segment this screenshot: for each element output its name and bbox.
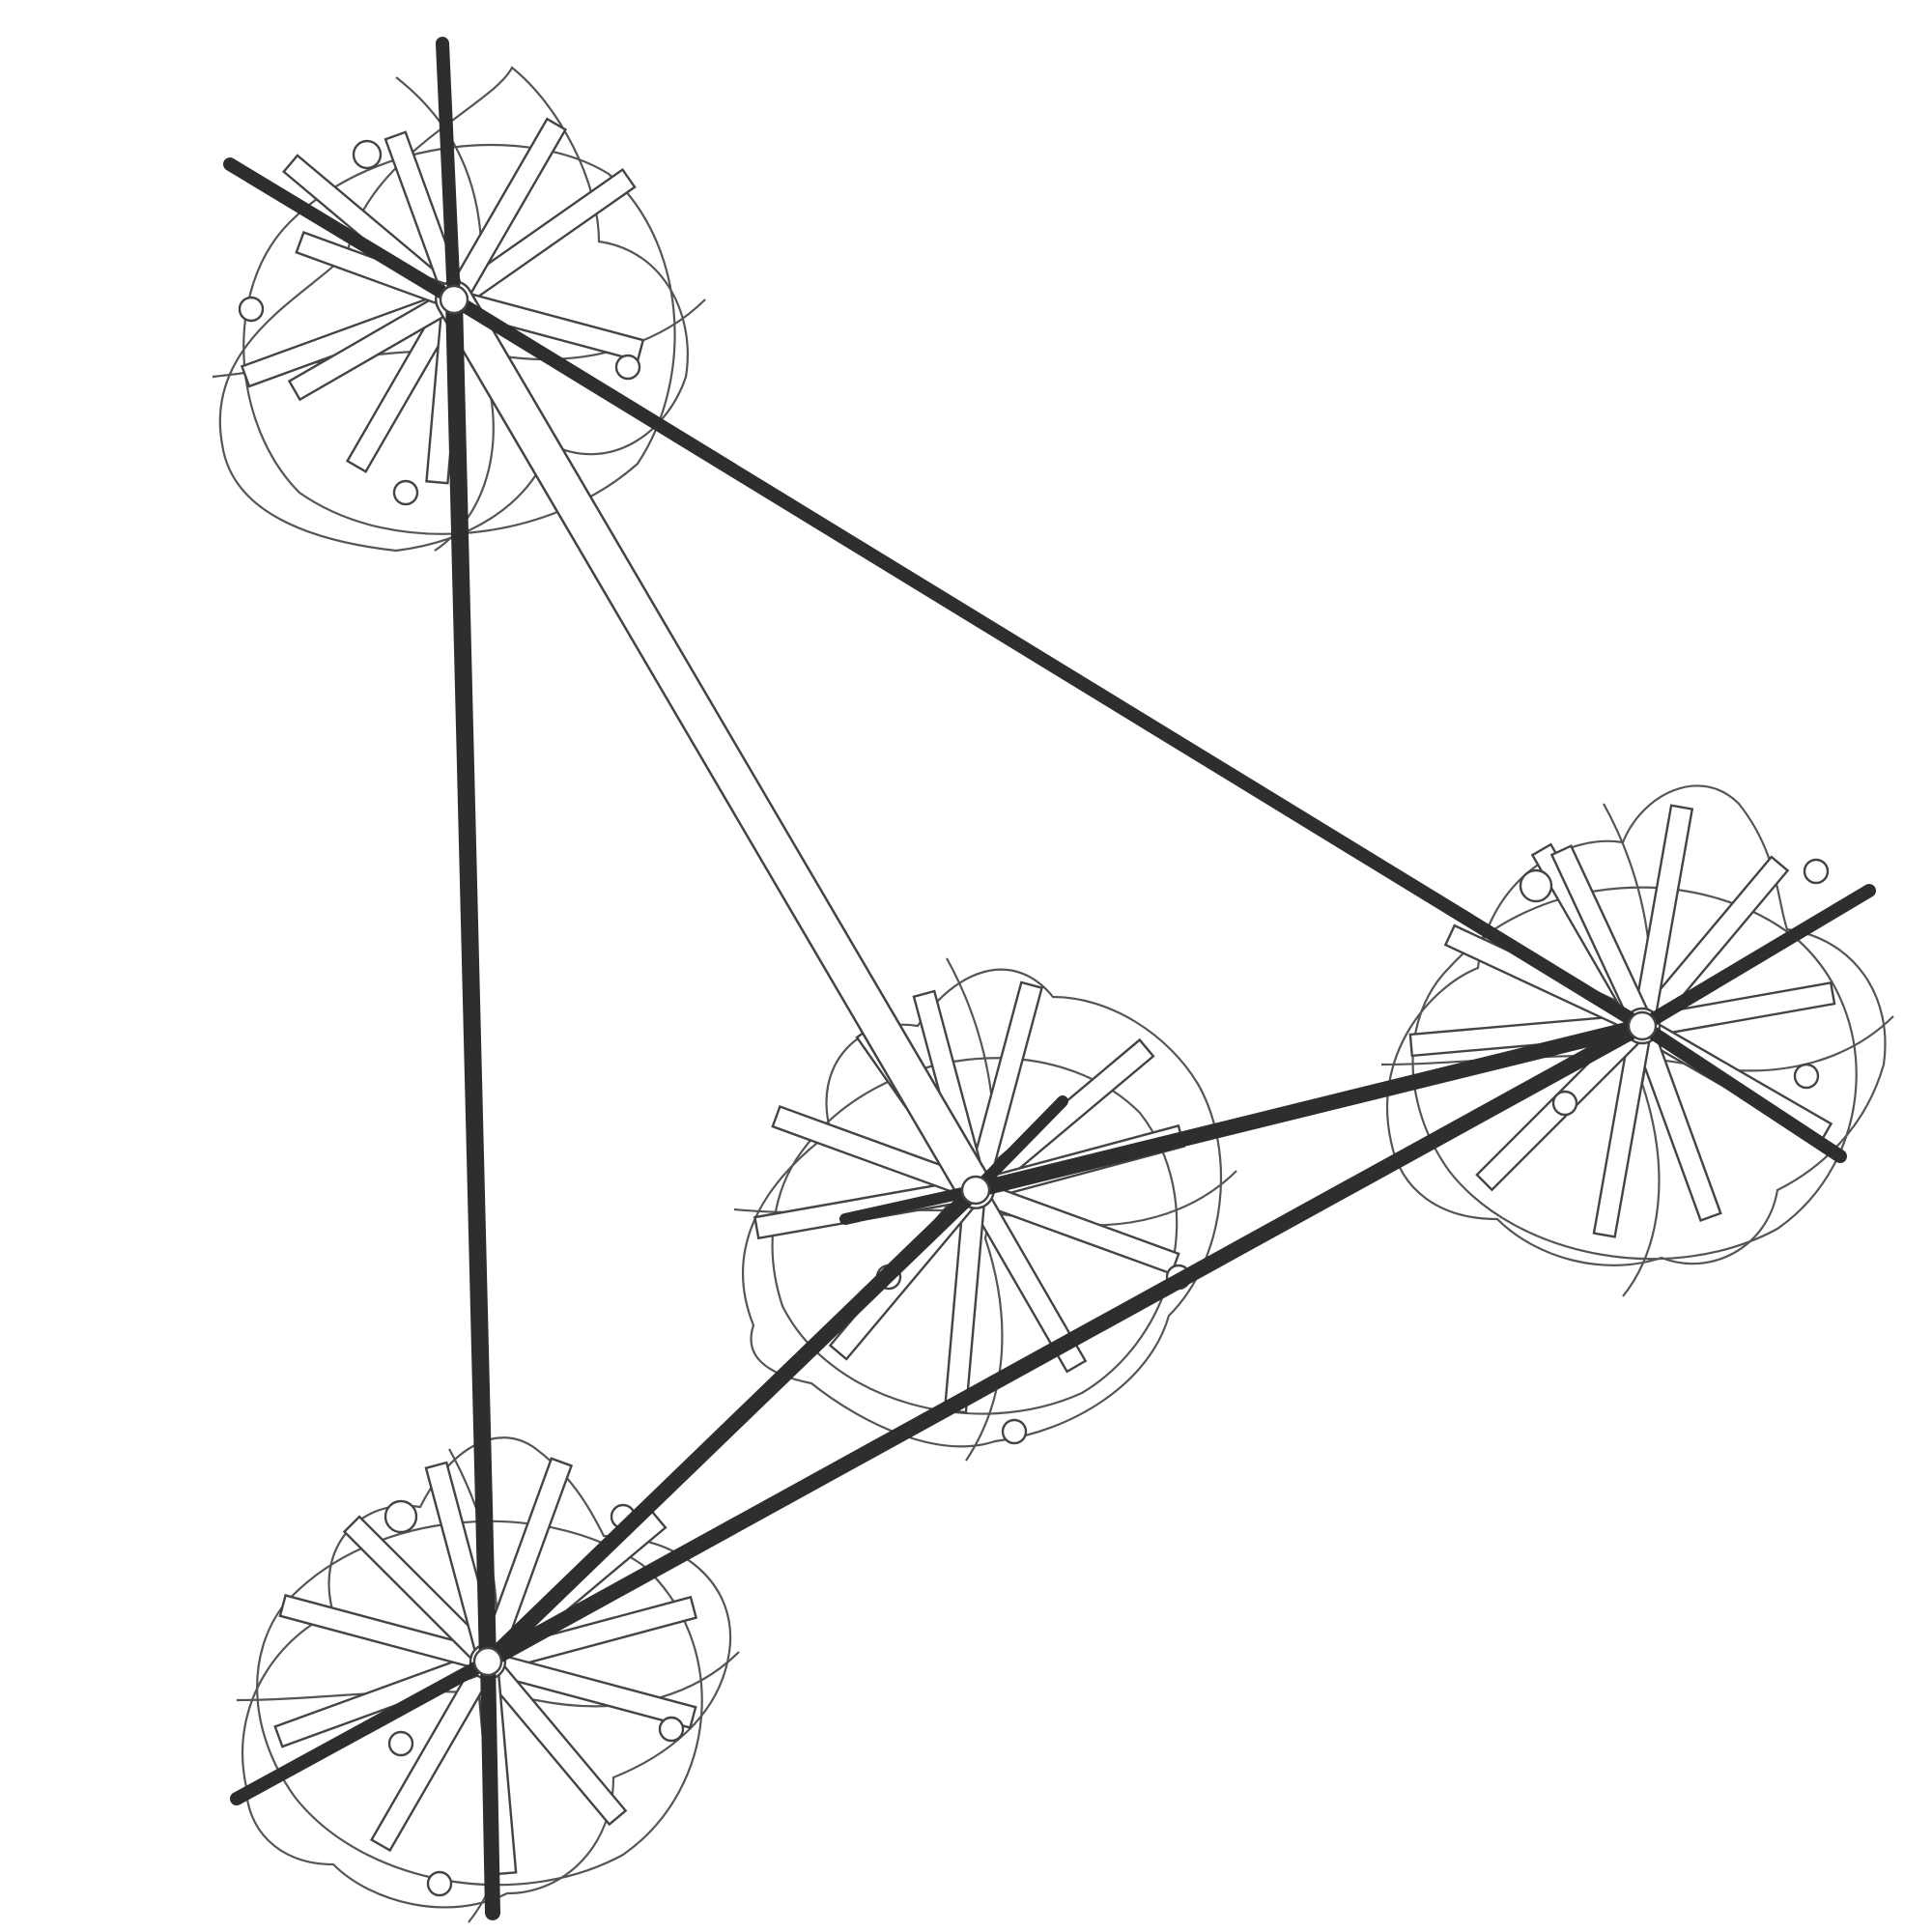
tube-end-cap <box>1519 868 1553 903</box>
hub-cap-top-left <box>439 284 469 315</box>
tube-end-cap <box>392 479 419 506</box>
tube-end-cap <box>426 1870 453 1897</box>
rod-extension-top <box>436 37 461 306</box>
tube-end-cap <box>238 296 265 323</box>
rod-extension-bottom-left <box>230 1655 495 1805</box>
tube-end-cap <box>1793 1063 1820 1090</box>
rod-top-left-to-center <box>437 282 993 1208</box>
hub-cap-center <box>960 1175 991 1206</box>
rod-top-left-to-bottom-left <box>445 291 497 1670</box>
tube-end-cap <box>384 1499 418 1534</box>
tube-end-cap <box>1001 1418 1028 1445</box>
rod-extension-right-upper <box>1635 884 1876 1033</box>
rod-bottom-left-to-right <box>480 1018 1650 1669</box>
hub-cap-bottom-left <box>472 1646 503 1677</box>
rod-stub-center-right <box>970 1095 1068 1196</box>
tube-end-cap <box>658 1716 685 1743</box>
rod-extension-top-left <box>223 157 461 306</box>
tube-end-cap <box>1551 1090 1578 1117</box>
node-cluster-top-left <box>212 66 706 553</box>
tube-end-cap <box>614 354 641 381</box>
tube-end-cap <box>1803 858 1830 885</box>
rod-center-to-right <box>968 1018 1650 1198</box>
tube-end-cap <box>352 139 383 170</box>
tube-end-cap <box>387 1730 414 1757</box>
rod-extension-right-lower <box>1635 1019 1847 1163</box>
rod-stub-center-left <box>839 1184 981 1225</box>
tetrahedron-rods <box>223 37 1876 1920</box>
hub-cap-right <box>1627 1010 1658 1041</box>
rod-bottom-left-to-center <box>480 1182 983 1669</box>
rod-top-left-to-right <box>447 293 1649 1033</box>
rod-extension-bottom <box>480 1654 500 1920</box>
